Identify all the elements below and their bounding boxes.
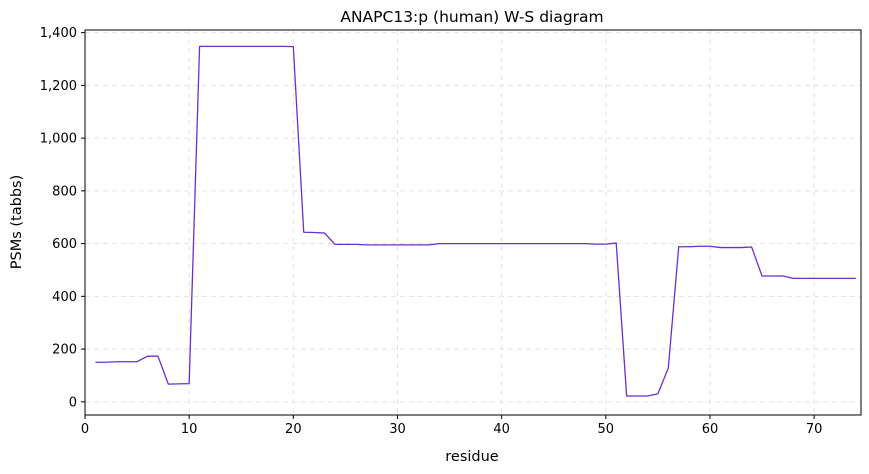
x-axis: 0 10 20 30 40 50 60 70 (81, 415, 823, 437)
y-tick-label: 200 (52, 343, 77, 358)
x-tick-label: 50 (598, 422, 615, 437)
x-tick-label: 30 (389, 422, 406, 437)
x-tick-label: 0 (81, 422, 89, 437)
y-tick-label: 1,000 (40, 132, 77, 147)
x-tick-label: 40 (493, 422, 510, 437)
x-axis-title: residue (445, 449, 499, 465)
x-tick-label: 10 (181, 422, 198, 437)
y-tick-label: 1,200 (40, 79, 77, 94)
y-tick-label: 1,400 (40, 26, 77, 41)
x-tick-label: 20 (285, 422, 302, 437)
plot-frame (84, 29, 862, 416)
series-line (95, 45, 856, 397)
series-layer (95, 45, 856, 397)
y-tick-label: 0 (69, 395, 77, 410)
y-tick-label: 600 (52, 237, 77, 252)
grid (84, 30, 861, 415)
x-tick-label: 70 (806, 422, 823, 437)
y-axis: 0 200 400 600 800 1,000 1,200 1,400 (40, 26, 85, 410)
chart-title: ANAPC13:p (human) W-S diagram (340, 8, 603, 26)
y-tick-label: 800 (52, 184, 77, 199)
y-axis-title: PSMs (tabbs) (9, 175, 25, 269)
x-tick-label: 60 (702, 422, 719, 437)
y-tick-label: 400 (52, 290, 77, 305)
